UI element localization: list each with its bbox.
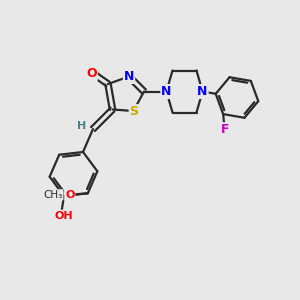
Text: N: N (197, 85, 208, 98)
Text: S: S (130, 105, 139, 118)
Text: N: N (161, 85, 172, 98)
Text: OH: OH (54, 211, 73, 220)
Text: O: O (86, 67, 97, 80)
Text: H: H (77, 121, 86, 131)
Text: O: O (65, 190, 74, 200)
Text: CH₃: CH₃ (44, 190, 63, 200)
Text: F: F (220, 123, 229, 136)
Text: N: N (124, 70, 134, 83)
